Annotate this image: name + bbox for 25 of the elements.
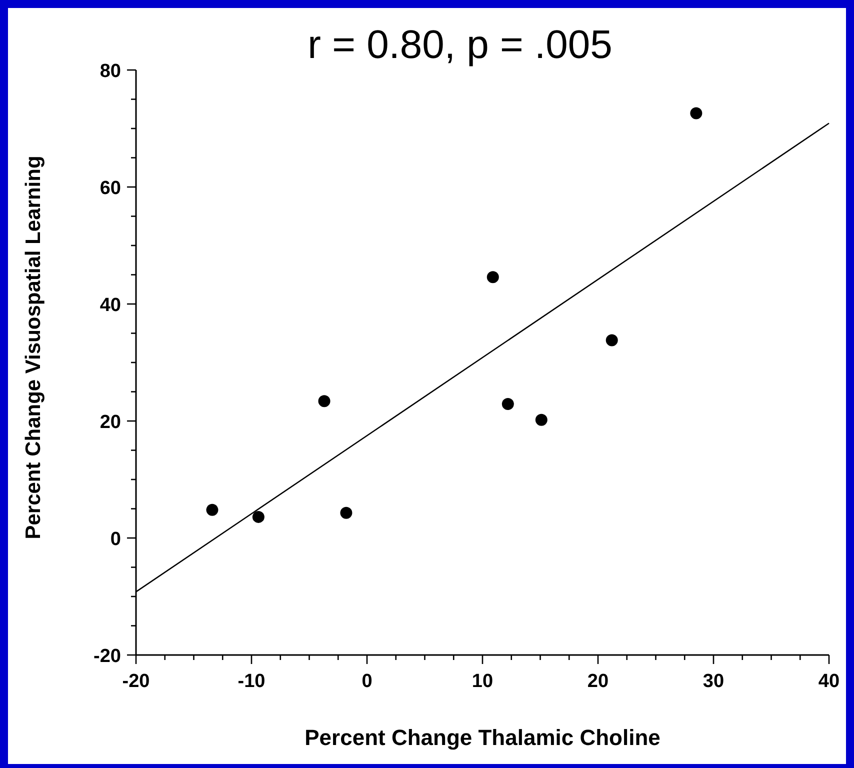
point (502, 398, 514, 410)
point (486, 271, 499, 284)
point (318, 395, 330, 408)
y-tick-label: 20 (100, 412, 121, 433)
y-axis-title: Percent Change Visuospatial Learning (22, 156, 45, 540)
point (252, 510, 264, 523)
point (206, 504, 218, 516)
y-tick-label: -20 (94, 646, 121, 667)
point (535, 414, 548, 426)
chart-title: r = 0.80, p = .005 (308, 23, 612, 67)
y-tick-label: 0 (110, 529, 121, 550)
x-tick-label: 0 (362, 671, 372, 692)
point (606, 334, 618, 346)
x-tick-label: -10 (238, 671, 266, 692)
x-axis-title: Percent Change Thalamic Choline (304, 725, 660, 750)
point (690, 107, 702, 120)
y-tick-label: 40 (100, 295, 121, 316)
x-tick-label: 20 (587, 671, 609, 692)
x-tick-label: 40 (818, 671, 840, 692)
x-tick-label: 10 (472, 671, 494, 692)
y-tick-label: 60 (100, 178, 121, 199)
y-tick-label: 80 (100, 61, 121, 82)
x-tick-label: -20 (122, 671, 150, 692)
point (340, 506, 352, 519)
x-tick-label: 30 (702, 671, 724, 692)
